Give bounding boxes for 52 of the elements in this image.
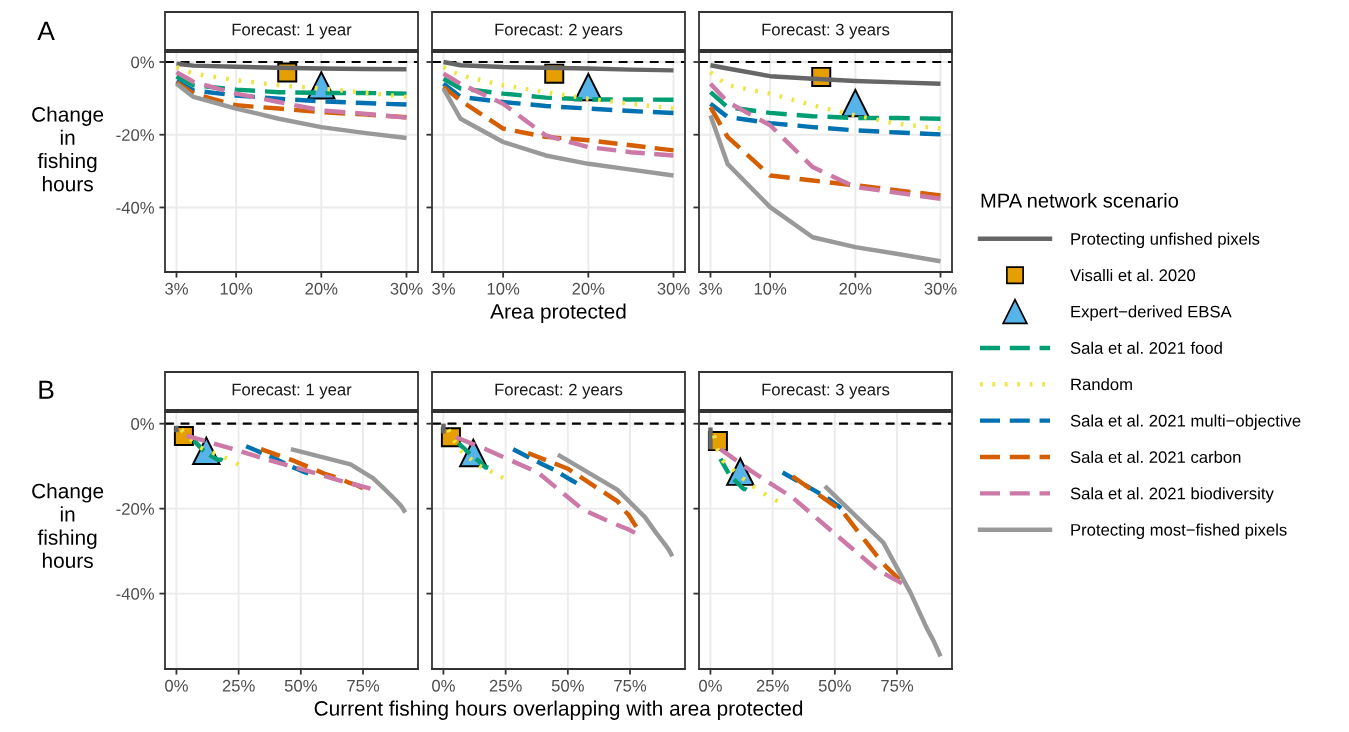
chart-title: Forecast: 2 years (495, 383, 623, 399)
text: Visalli et al. 2020 (1070, 268, 1196, 282)
x-tick-label: 10% (754, 282, 787, 295)
x-axis-title: Area protected (490, 303, 626, 323)
text: Expert−derived EBSA (1071, 305, 1232, 321)
x-tick-label: 20% (839, 282, 872, 295)
x-tick-label: 30% (924, 282, 957, 295)
legend-label: Sala et al. 2021 food (1070, 341, 1222, 354)
x-tick-label: 30% (390, 282, 423, 295)
chart-title: Forecast: 1 year (232, 23, 352, 39)
y-tick-label: 0% (131, 56, 154, 69)
x-tick-label: 10% (220, 282, 253, 295)
x-tick-label: 3% (432, 282, 455, 295)
x-tick-label: 3% (699, 282, 722, 295)
x-tick-label: 50% (551, 679, 584, 692)
y-tick-label: 0% (131, 418, 154, 430)
y-tick-label: -40% (116, 201, 154, 214)
legend-label: Random (1071, 378, 1132, 391)
y-axis-title: Change in fishing hours (32, 483, 104, 569)
y-tick-label: -20% (116, 503, 154, 515)
x-tick-label: 75% (881, 679, 914, 692)
x-tick-label: 20% (572, 282, 605, 295)
x-tick-label: 0% (699, 679, 722, 692)
x-tick-label: 50% (284, 679, 317, 692)
text: A (37, 21, 55, 40)
legend-label: Sala et al. 2021 multi−objective (1070, 414, 1301, 430)
y-tick-label: -20% (116, 129, 154, 141)
chart-title: Forecast: 2 years (495, 23, 623, 39)
y-tick-label: -40% (116, 588, 154, 600)
x-tick-label: 25% (222, 679, 255, 692)
x-tick-label: 25% (756, 679, 789, 692)
legend-title: MPA network scenario (981, 192, 1179, 208)
x-tick-label: 25% (489, 679, 522, 692)
text: B (39, 380, 54, 399)
x-tick-label: 75% (614, 679, 647, 692)
x-tick-label: 50% (818, 679, 851, 692)
legend-label: Protecting most−fished pixels (1071, 523, 1287, 540)
x-tick-label: 3% (165, 282, 188, 295)
y-axis-title: Change in fishing hours (32, 106, 104, 192)
x-axis-title: Current fishing hours overlapping with area protected (314, 700, 803, 720)
x-tick-label: 75% (347, 679, 380, 692)
x-tick-label: 20% (305, 282, 338, 295)
legend-label: Protecting unfished pixels (1071, 232, 1260, 249)
chart-title: Forecast: 1 year (232, 383, 352, 399)
x-tick-label: 30% (657, 282, 690, 295)
legend-label: Sala et al. 2021 carbon (1070, 450, 1241, 464)
x-tick-label: 0% (432, 679, 455, 692)
x-tick-label: 0% (165, 679, 188, 692)
x-tick-label: 10% (487, 282, 520, 295)
legend-label: Sala et al. 2021 biodiversity (1070, 487, 1274, 503)
chart-title: Forecast: 3 years (762, 383, 890, 399)
chart-title: Forecast: 3 years (762, 23, 890, 39)
